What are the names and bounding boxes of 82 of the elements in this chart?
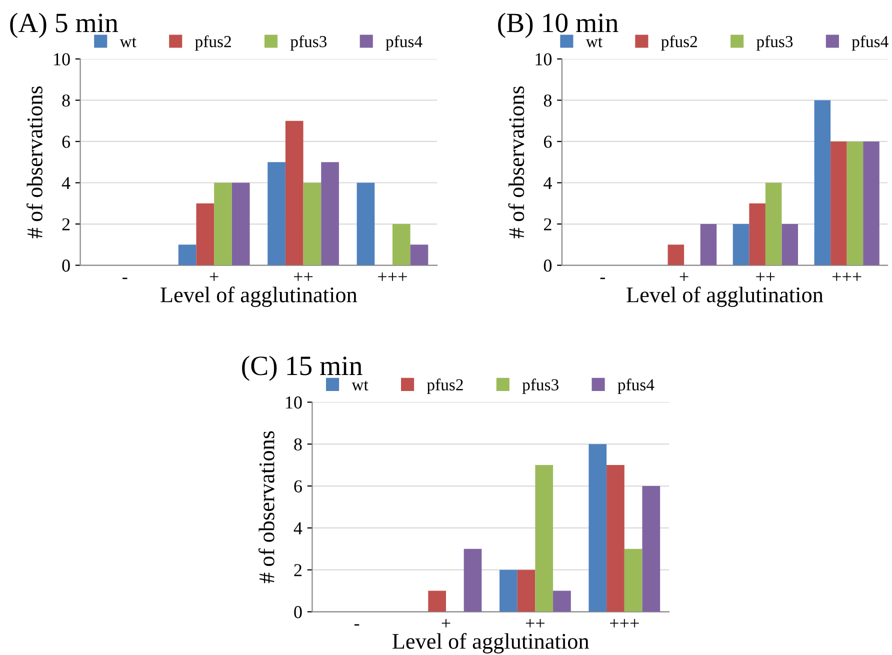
bar	[356, 182, 375, 266]
x-tick-label: +	[680, 272, 688, 281]
bar	[588, 444, 607, 612]
bar	[500, 570, 518, 612]
bar	[830, 141, 847, 266]
bar	[782, 224, 798, 266]
x-tick-label: +	[210, 272, 218, 281]
legend-label: pfus4	[852, 35, 888, 51]
x-tick-label: +++	[378, 272, 407, 281]
y-tick-label: 0	[294, 606, 302, 618]
legend-label: wt	[352, 380, 368, 390]
y-tick-label: 4	[294, 522, 302, 534]
y-tick-label: 8	[544, 94, 552, 107]
bar	[535, 465, 554, 612]
bar	[464, 548, 482, 612]
bar	[668, 244, 684, 266]
bar	[285, 120, 304, 266]
legend-label: pfus2	[195, 35, 231, 51]
legend-label: pfus4	[618, 378, 654, 394]
bar	[846, 141, 864, 266]
bar	[303, 182, 322, 266]
bar	[606, 465, 624, 612]
x-tick-label: +	[442, 618, 450, 628]
y-tick-label: 10	[536, 53, 552, 66]
chart-title: (C) 15 min	[242, 356, 362, 381]
bar	[553, 590, 571, 612]
bar	[428, 590, 446, 612]
legend-label: wt	[120, 38, 136, 48]
legend-label: wt	[586, 38, 602, 48]
legend-label: pfus2	[661, 35, 697, 51]
bar	[517, 570, 536, 612]
bar	[392, 224, 410, 266]
x-tick-label: ++	[526, 618, 545, 628]
bar	[732, 224, 750, 266]
bar	[642, 486, 660, 612]
legend-label: pfus4	[386, 35, 422, 51]
legend-label: pfus3	[756, 35, 793, 51]
y-tick-label: 2	[62, 218, 70, 230]
y-tick-label: 6	[62, 136, 70, 148]
chart-title: (A) 5 min	[10, 12, 118, 38]
x-tick-label: +++	[832, 272, 862, 281]
y-tick-label: 2	[294, 564, 302, 576]
bar	[178, 244, 196, 266]
y-tick-label: 10	[286, 396, 302, 409]
chart-title: (B) 10 min	[498, 12, 618, 38]
bar	[765, 182, 782, 266]
bar	[321, 162, 339, 266]
y-tick-label: 2	[544, 218, 552, 230]
y-tick-label: 8	[294, 438, 302, 451]
y-tick-label: 6	[294, 480, 302, 492]
bar	[410, 244, 428, 266]
y-axis-title: # of observations	[26, 86, 42, 238]
bar	[268, 162, 286, 266]
legend-label: pfus2	[426, 378, 463, 394]
y-tick-label: 10	[54, 53, 70, 66]
x-tick-label: +++	[610, 618, 639, 628]
bar	[814, 100, 831, 266]
bar	[214, 182, 232, 266]
y-tick-label: 0	[544, 260, 552, 272]
y-tick-label: 4	[62, 177, 70, 190]
x-tick-label: -	[122, 278, 128, 280]
y-tick-label: 6	[544, 136, 552, 148]
legend-label: pfus3	[290, 35, 327, 51]
bar	[624, 548, 642, 612]
bar	[232, 182, 250, 266]
bar	[863, 141, 880, 266]
bar	[700, 224, 717, 266]
y-axis-title: # of observations	[258, 431, 274, 584]
y-tick-label: 4	[544, 177, 552, 190]
x-axis-title: Level of agglutination	[626, 286, 824, 307]
x-tick-label: -	[600, 278, 606, 280]
x-tick-label: ++	[294, 272, 313, 281]
bar	[749, 203, 766, 266]
legend-label: pfus3	[522, 378, 558, 394]
x-tick-label: ++	[756, 272, 775, 281]
y-tick-label: 0	[62, 260, 70, 272]
bar	[196, 203, 214, 266]
x-axis-title: Level of agglutination	[160, 286, 358, 307]
x-axis-title: Level of agglutination	[392, 633, 589, 654]
y-tick-label: 8	[62, 94, 70, 107]
y-axis-title: # of observations	[508, 86, 524, 238]
x-tick-label: -	[354, 624, 360, 626]
